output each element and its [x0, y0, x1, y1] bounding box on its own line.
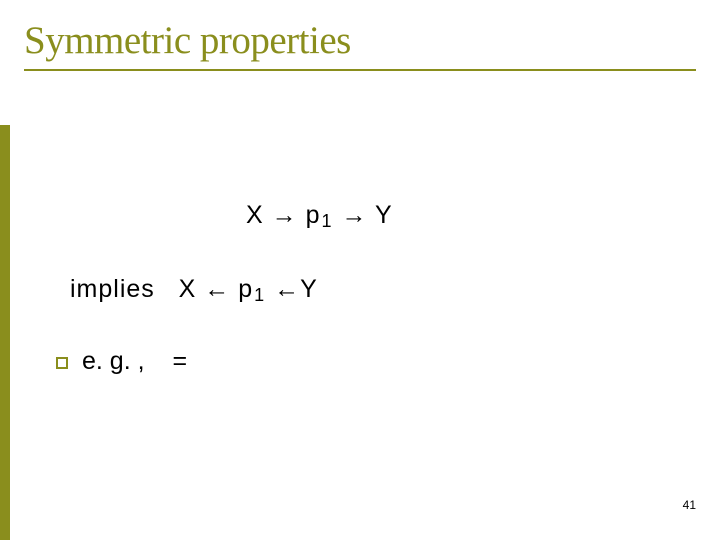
title-area: Symmetric properties	[0, 0, 720, 63]
arrow-left-2: ←	[274, 275, 300, 303]
square-bullet-icon	[56, 357, 68, 369]
implies-formula: implies X ← p1 ←Y	[70, 275, 318, 306]
eg-equals: =	[173, 347, 188, 376]
title-underline	[24, 69, 696, 71]
accent-sidebar	[0, 125, 10, 540]
formula-x: X	[246, 201, 264, 229]
formula-y: Y	[375, 201, 393, 229]
implies-sub: 1	[253, 285, 266, 305]
main-formula: X → p1 → Y	[246, 201, 393, 232]
formula-p: p	[306, 201, 321, 229]
arrow-right-2: →	[341, 201, 367, 229]
slide-title: Symmetric properties	[24, 18, 720, 63]
arrow-right-1: →	[272, 201, 298, 229]
example-bullet: e. g. , =	[56, 347, 187, 376]
arrow-left-1: ←	[204, 275, 230, 303]
formula-sub: 1	[321, 211, 334, 231]
implies-p: p	[238, 275, 253, 303]
implies-label: implies	[70, 275, 155, 303]
implies-y: Y	[300, 275, 318, 303]
implies-x: X	[179, 275, 197, 303]
slide-number: 41	[683, 498, 696, 512]
eg-label: e. g. ,	[82, 347, 145, 376]
